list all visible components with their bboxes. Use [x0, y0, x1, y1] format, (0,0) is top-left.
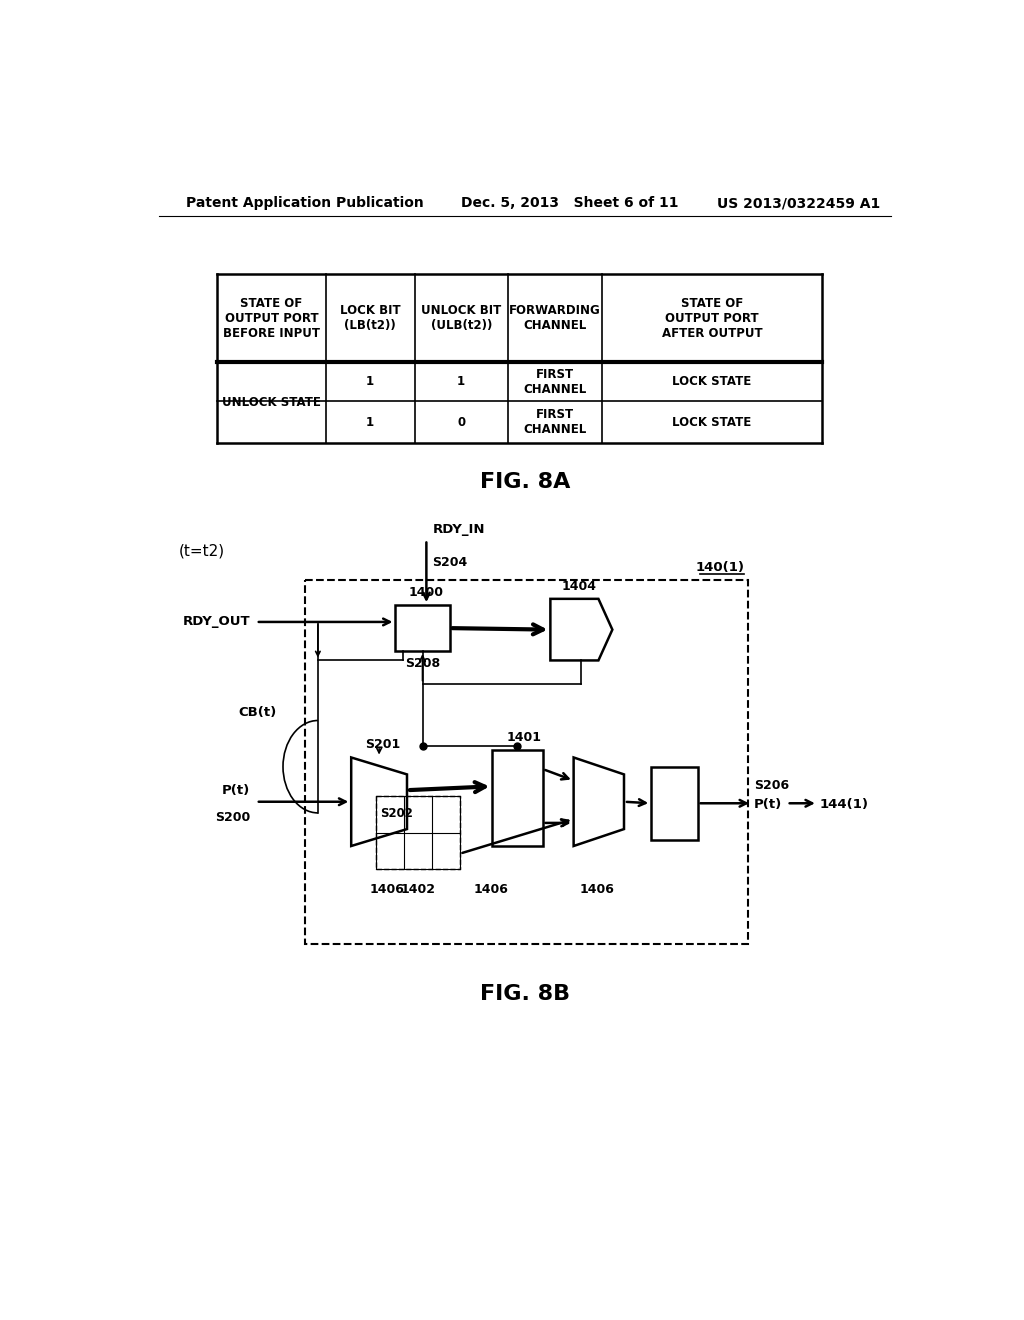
Text: LOCK STATE: LOCK STATE — [673, 375, 752, 388]
Text: US 2013/0322459 A1: US 2013/0322459 A1 — [717, 197, 881, 210]
Text: S208: S208 — [404, 657, 440, 671]
Text: S202: S202 — [380, 807, 413, 820]
Bar — [376, 796, 460, 869]
Text: S200: S200 — [215, 810, 251, 824]
Text: 1: 1 — [367, 375, 374, 388]
Text: P(t): P(t) — [755, 799, 782, 812]
Text: FIG. 8B: FIG. 8B — [479, 983, 570, 1003]
Text: (t=t2): (t=t2) — [178, 544, 224, 558]
Text: RDY_OUT: RDY_OUT — [183, 615, 251, 628]
Text: CB(t): CB(t) — [239, 706, 278, 719]
Text: STATE OF
OUTPUT PORT
BEFORE INPUT: STATE OF OUTPUT PORT BEFORE INPUT — [223, 297, 319, 339]
Text: S204: S204 — [432, 557, 468, 569]
Text: 1402: 1402 — [400, 883, 435, 896]
Text: P(t): P(t) — [222, 784, 251, 797]
Text: 1: 1 — [367, 416, 374, 429]
Text: Dec. 5, 2013   Sheet 6 of 11: Dec. 5, 2013 Sheet 6 of 11 — [461, 197, 679, 210]
Bar — [395, 605, 450, 651]
Text: 1406: 1406 — [474, 883, 509, 896]
Text: STATE OF
OUTPUT PORT
AFTER OUTPUT: STATE OF OUTPUT PORT AFTER OUTPUT — [662, 297, 762, 339]
Text: 140(1): 140(1) — [695, 561, 744, 574]
Text: UNLOCK BIT
(ULB(t2)): UNLOCK BIT (ULB(t2)) — [421, 304, 502, 333]
Text: 1401: 1401 — [506, 730, 541, 743]
Text: 1400: 1400 — [409, 586, 443, 599]
Bar — [651, 767, 697, 840]
Text: 1404: 1404 — [562, 579, 597, 593]
Text: FIRST
CHANNEL: FIRST CHANNEL — [523, 408, 587, 436]
Bar — [305, 581, 748, 944]
Text: S206: S206 — [755, 780, 790, 792]
Text: 144(1): 144(1) — [819, 799, 868, 812]
Bar — [493, 750, 543, 846]
Text: FIRST
CHANNEL: FIRST CHANNEL — [523, 368, 587, 396]
Text: LOCK STATE: LOCK STATE — [673, 416, 752, 429]
Text: UNLOCK STATE: UNLOCK STATE — [222, 396, 321, 409]
Text: Patent Application Publication: Patent Application Publication — [186, 197, 424, 210]
Text: 1406: 1406 — [580, 883, 614, 896]
Text: LOCK BIT
(LB(t2)): LOCK BIT (LB(t2)) — [340, 304, 400, 333]
Text: FIG. 8A: FIG. 8A — [479, 471, 570, 492]
Text: 1406: 1406 — [370, 883, 404, 896]
Text: S201: S201 — [366, 738, 400, 751]
Text: 1: 1 — [457, 375, 465, 388]
Text: 0: 0 — [457, 416, 465, 429]
Text: FORWARDING
CHANNEL: FORWARDING CHANNEL — [509, 304, 601, 333]
Text: RDY_IN: RDY_IN — [432, 523, 485, 536]
